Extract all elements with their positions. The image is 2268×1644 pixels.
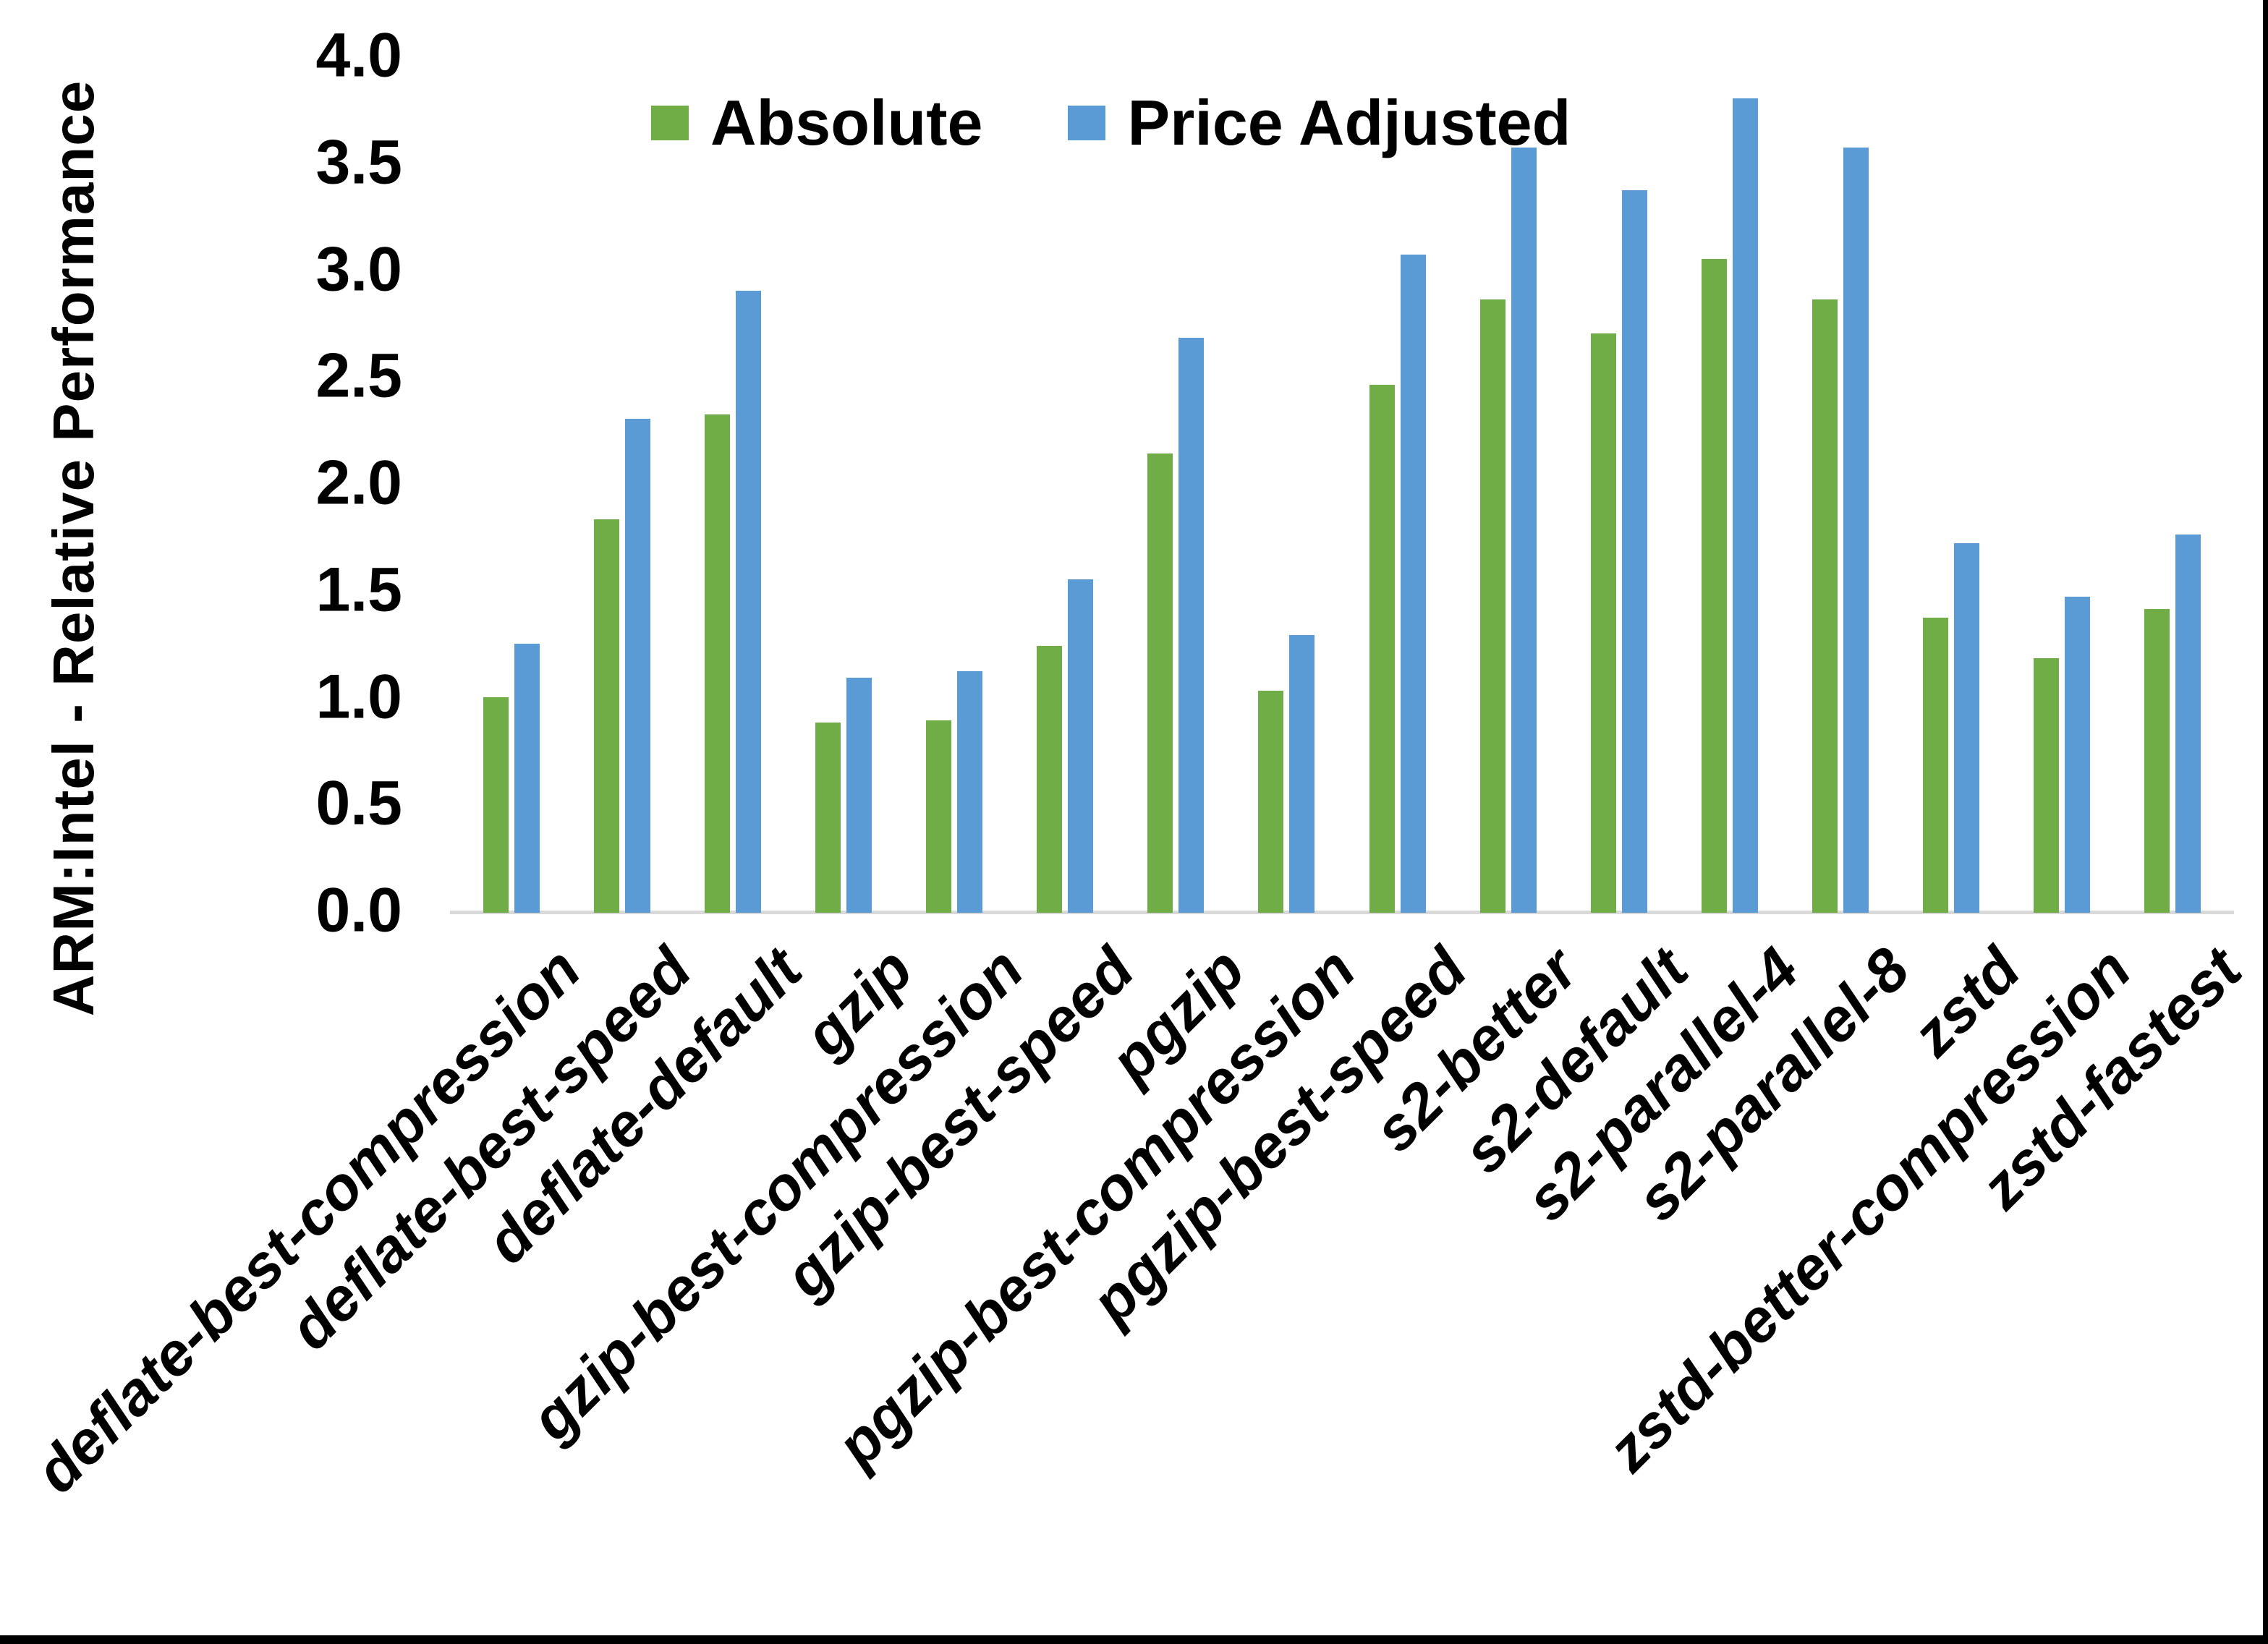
y-tick-label-0.5: 0.5 <box>315 768 402 838</box>
legend-swatch-absolute <box>651 106 689 140</box>
legend-swatch-price-adjusted <box>1068 106 1106 140</box>
legend-label: Absolute <box>710 87 983 158</box>
bar-price-adjusted-gzip-best-compression <box>957 671 982 913</box>
bar-absolute-s2-parallel-4 <box>1702 259 1727 913</box>
bar-absolute-zstd <box>1923 618 1948 913</box>
y-tick-label-3.5: 3.5 <box>315 127 402 197</box>
bar-absolute-pgzip-best-speed <box>1369 385 1395 913</box>
y-tick-label-3.0: 3.0 <box>315 234 402 304</box>
y-axis-title: ARM:Intel - Relative Performance <box>41 80 106 1017</box>
bar-absolute-s2-better <box>1480 299 1505 913</box>
bar-absolute-s2-parallel-8 <box>1812 299 1838 913</box>
bar-price-adjusted-pgzip <box>1178 338 1204 913</box>
bar-price-adjusted-s2-better <box>1511 148 1537 913</box>
bar-price-adjusted-pgzip-best-compression <box>1289 635 1314 913</box>
bar-absolute-zstd-fastest <box>2144 609 2170 913</box>
frame-edge-right <box>2263 0 2268 1644</box>
bar-absolute-gzip <box>815 723 841 913</box>
frame-edge-bottom <box>0 1635 2268 1644</box>
bar-absolute-s2-default <box>1591 333 1616 913</box>
bar-absolute-pgzip <box>1147 453 1173 913</box>
y-tick-label-0.0: 0.0 <box>315 875 402 945</box>
bar-price-adjusted-gzip-best-speed <box>1068 579 1093 913</box>
bar-absolute-deflate-default <box>705 414 730 913</box>
legend-label: Price Adjusted <box>1127 87 1571 158</box>
legend-entry-price-adjusted: Price Adjusted <box>1068 91 1571 155</box>
legend: Absolute Price Adjusted <box>651 91 1656 155</box>
y-tick-label-1.5: 1.5 <box>315 555 402 625</box>
bar-price-adjusted-s2-parallel-4 <box>1733 98 1758 913</box>
bar-price-adjusted-gzip <box>846 678 872 913</box>
bar-price-adjusted-zstd-fastest <box>2175 534 2201 913</box>
bar-price-adjusted-zstd <box>1954 543 1979 913</box>
bar-price-adjusted-s2-default <box>1622 190 1647 913</box>
bar-absolute-gzip-best-speed <box>1037 646 1062 913</box>
bar-absolute-pgzip-best-compression <box>1258 691 1283 913</box>
bar-absolute-gzip-best-compression <box>926 720 951 913</box>
x-axis-line <box>450 911 2234 914</box>
bar-price-adjusted-zstd-better-compression <box>2065 597 2090 913</box>
y-tick-label-4.0: 4.0 <box>315 20 402 90</box>
bar-price-adjusted-s2-parallel-8 <box>1843 148 1869 913</box>
bar-price-adjusted-deflate-best-compression <box>514 644 540 913</box>
legend-entry-absolute: Absolute <box>651 91 982 155</box>
bar-absolute-deflate-best-compression <box>483 697 509 913</box>
bar-price-adjusted-deflate-default <box>736 291 761 913</box>
bar-absolute-zstd-better-compression <box>2034 658 2059 913</box>
y-tick-label-2.0: 2.0 <box>315 448 402 518</box>
y-tick-label-2.5: 2.5 <box>315 341 402 411</box>
bar-absolute-deflate-best-speed <box>594 519 619 913</box>
bar-price-adjusted-deflate-best-speed <box>625 419 650 913</box>
bar-price-adjusted-pgzip-best-speed <box>1401 255 1426 913</box>
y-tick-label-1.0: 1.0 <box>315 662 402 732</box>
